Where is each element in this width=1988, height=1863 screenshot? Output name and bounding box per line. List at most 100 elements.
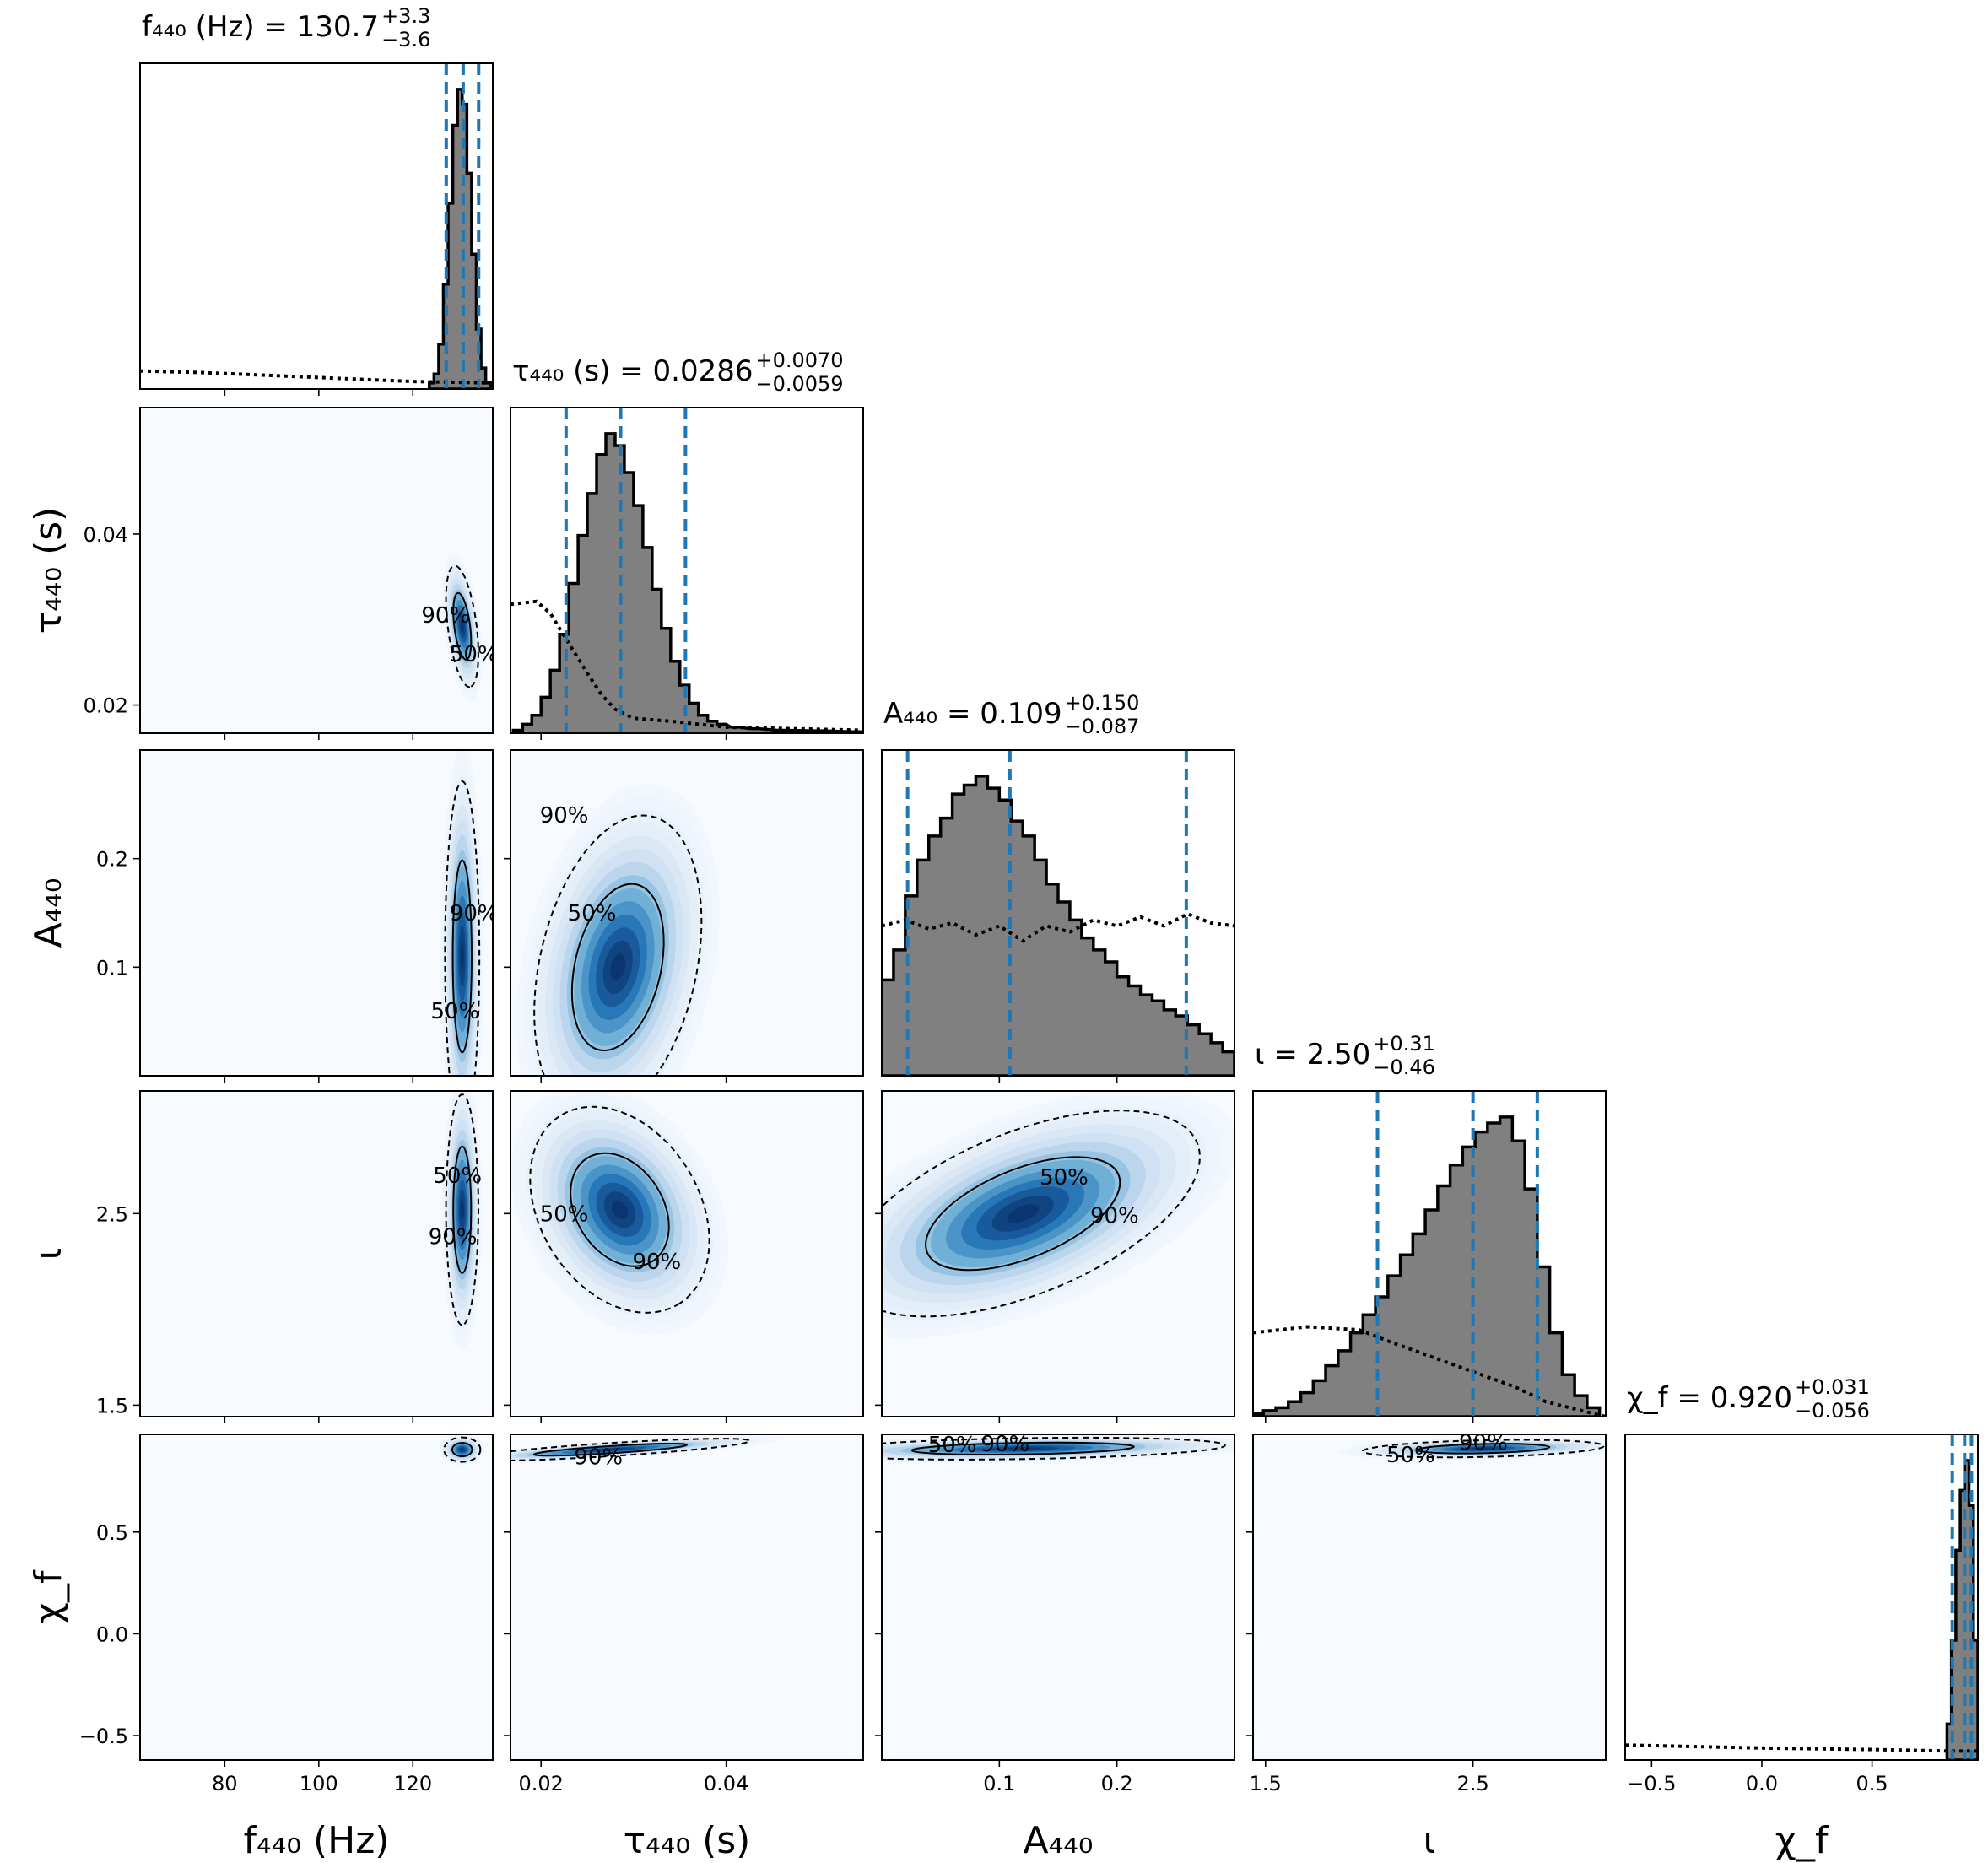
y-tick-label: 0.02: [84, 694, 128, 718]
panel-frame: [139, 749, 494, 1077]
contour-label: 90%: [450, 901, 499, 926]
pair-panel-tau440-vs-f440: 90% 50% 0.02 0.04: [84, 407, 499, 740]
contour-label: 90%: [540, 803, 589, 829]
pair-panel-chif-vs-iota: 50% 90% 1.5 2.5: [1246, 1431, 1607, 1796]
pair-panel-chif-vs-A440: 50% 90% 0.1 0.2: [875, 1433, 1235, 1796]
contour-label: 50%: [433, 1164, 482, 1189]
y-tick-label: 2.5: [96, 1202, 128, 1226]
x-tick-label: 0.1: [983, 1772, 1015, 1796]
contour-50: [910, 1441, 1135, 1456]
contour-label: 50%: [928, 1433, 977, 1458]
contour-label: 90%: [1459, 1431, 1508, 1456]
contour-50: [451, 1442, 473, 1458]
panel-frame: [1252, 1434, 1607, 1761]
title-tau440: τ₄₄₀ (s) = 0.0286 +0.0070−0.0059: [512, 348, 844, 396]
x-tick-label: 80: [212, 1772, 238, 1796]
panel-frame: [881, 1090, 1235, 1418]
y-tick-label: 0.5: [96, 1521, 128, 1545]
title-minus: −0.46: [1373, 1056, 1435, 1079]
contour-50: [452, 1145, 473, 1274]
y-axis-label-chif: χ_f: [27, 1569, 70, 1623]
panel-frame: [510, 407, 864, 734]
x-tick-label: 100: [300, 1772, 338, 1796]
y-tick-label: 0.04: [84, 523, 128, 547]
title-minus: −3.6: [381, 28, 430, 51]
title-main: f₄₄₀ (Hz) = 130.7: [142, 10, 379, 44]
posterior-histogram: [882, 775, 1234, 1076]
contour-50: [570, 1152, 670, 1267]
contour-label: 50%: [540, 1202, 589, 1227]
density-background: [140, 750, 493, 1076]
density-field: [440, 1434, 485, 1466]
panel-background: [1625, 1434, 1978, 1760]
contour-label: 90%: [1090, 1204, 1139, 1229]
y-tick-label: 1.5: [96, 1394, 128, 1418]
x-tick-label: 2.5: [1457, 1772, 1489, 1796]
title-main: ι = 2.50: [1255, 1038, 1370, 1072]
x-tick-label: −0.5: [1627, 1772, 1676, 1796]
contour-50: [925, 1156, 1121, 1272]
contour-50: [570, 883, 665, 1052]
contour-90: [511, 1438, 751, 1462]
density-field: [511, 1436, 780, 1464]
density-field: [442, 552, 483, 700]
density-field: [440, 750, 483, 1076]
density-background: [140, 408, 493, 733]
panels-layer: −0.5 0.0 0.590%50%0.020.0450%90%0.10.290%5…: [79, 62, 1979, 1796]
contour-50: [451, 859, 473, 1054]
x-axis-label-A440: A₄₄₀: [1023, 1819, 1093, 1862]
density-field: [511, 1091, 729, 1335]
title-plus: +0.31: [1373, 1032, 1435, 1056]
title-plus: +0.031: [1795, 1375, 1870, 1399]
posterior-histogram: [1253, 1115, 1602, 1417]
title-minus: −0.0059: [755, 372, 843, 396]
diag-panel-f440: [139, 62, 494, 396]
y-axis-label-tau440: τ₄₄₀ (s): [27, 507, 70, 634]
contour-label: 90%: [421, 603, 470, 629]
title-A440: A₄₄₀ = 0.109 +0.150−0.087: [883, 691, 1139, 738]
density-field: [516, 783, 720, 1076]
contour-label: 90%: [574, 1445, 623, 1471]
title-chif: χ_f = 0.920 +0.031−0.056: [1627, 1375, 1870, 1423]
title-f440: f₄₄₀ (Hz) = 130.7 +3.3−3.6: [142, 4, 430, 51]
y-tick-label: 0.0: [96, 1623, 128, 1646]
density-background: [1253, 1434, 1606, 1760]
y-tick-label: 0.2: [96, 848, 128, 872]
title-minus: −0.056: [1795, 1399, 1870, 1423]
titles-layer: f₄₄₀ (Hz) = 130.7 +3.3−3.6 τ₄₄₀ (s) = 0.02…: [142, 4, 1870, 1423]
prior-histogram: [1253, 1325, 1606, 1417]
y-axis-label-A440: A₄₄₀: [27, 878, 70, 948]
x-tick-label: 120: [393, 1772, 432, 1796]
density-background: [140, 1091, 493, 1417]
contour-90: [882, 1436, 1226, 1461]
density-field: [882, 1091, 1234, 1339]
contour-90: [533, 814, 703, 1076]
contour-label: 90%: [632, 1250, 681, 1275]
contour-label: 50%: [450, 642, 499, 667]
contour-label: 50%: [431, 999, 480, 1024]
contour-label: 50%: [1386, 1443, 1435, 1468]
panel-frame: [1252, 1090, 1607, 1418]
pair-panel-iota-vs-f440: 90% 50% 1.5 2.5: [96, 1090, 494, 1423]
x-tick-label: 0.5: [1856, 1772, 1888, 1796]
panel-frame: [510, 1090, 864, 1418]
density-background: [140, 1434, 493, 1760]
panel-frame: [139, 407, 494, 734]
density-background: [511, 1434, 863, 1760]
title-main: A₄₄₀ = 0.109: [883, 697, 1062, 731]
diag-panel-chif: −0.5 0.0 0.5: [1624, 1434, 1979, 1796]
pair-panel-A440-vs-tau440: 90% 50%: [504, 749, 864, 1083]
panel-frame: [1624, 1434, 1979, 1761]
panel-frame: [881, 1434, 1235, 1761]
contour-50: [1416, 1443, 1551, 1455]
y-axis-label-iota: ι: [27, 1248, 70, 1261]
x-tick-label: 0.04: [704, 1772, 748, 1796]
x-axis-label-iota: ι: [1423, 1819, 1436, 1862]
title-plus: +0.150: [1065, 691, 1140, 715]
contour-50: [452, 591, 473, 661]
contour-50: [532, 1442, 689, 1457]
y-tick-label: 0.1: [96, 956, 128, 980]
x-axis-label-tau440: τ₄₄₀ (s): [624, 1819, 751, 1862]
prior-histogram: [1625, 1743, 1978, 1753]
diag-panel-iota: [1252, 1090, 1607, 1423]
